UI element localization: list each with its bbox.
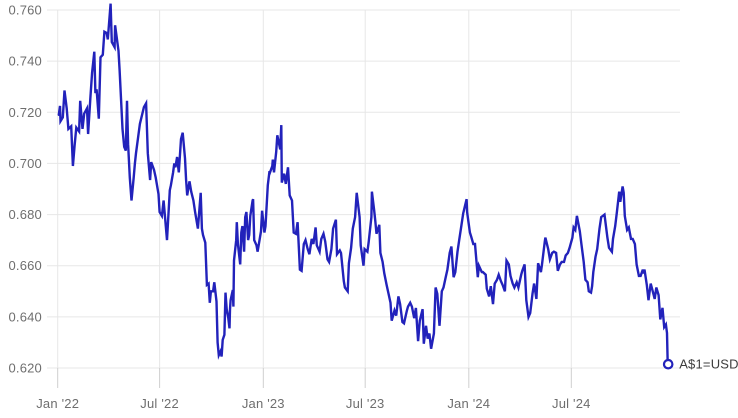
- y-axis-label: 0.680: [8, 207, 42, 222]
- y-axis-label: 0.700: [8, 156, 42, 171]
- y-axis-label: 0.760: [8, 3, 42, 18]
- price-line[interactable]: [57, 3, 670, 366]
- x-axis-label: Jul '24: [552, 396, 591, 411]
- endpoint-marker[interactable]: [662, 358, 674, 370]
- y-axis-label: 0.640: [8, 309, 42, 324]
- x-axis-label: Jan '23: [242, 396, 285, 411]
- x-axis-label: Jan '22: [36, 396, 79, 411]
- x-axis-label: Jan '24: [447, 396, 490, 411]
- y-axis-label: 0.660: [8, 258, 42, 273]
- y-axis-label: 0.720: [8, 105, 42, 120]
- y-axis-label: 0.620: [8, 361, 42, 376]
- y-axis-label: 0.740: [8, 54, 42, 69]
- x-axis-label: Jul '23: [346, 396, 385, 411]
- x-axis-label: Jul '22: [140, 396, 179, 411]
- series-label: A$1=USD: [679, 357, 738, 372]
